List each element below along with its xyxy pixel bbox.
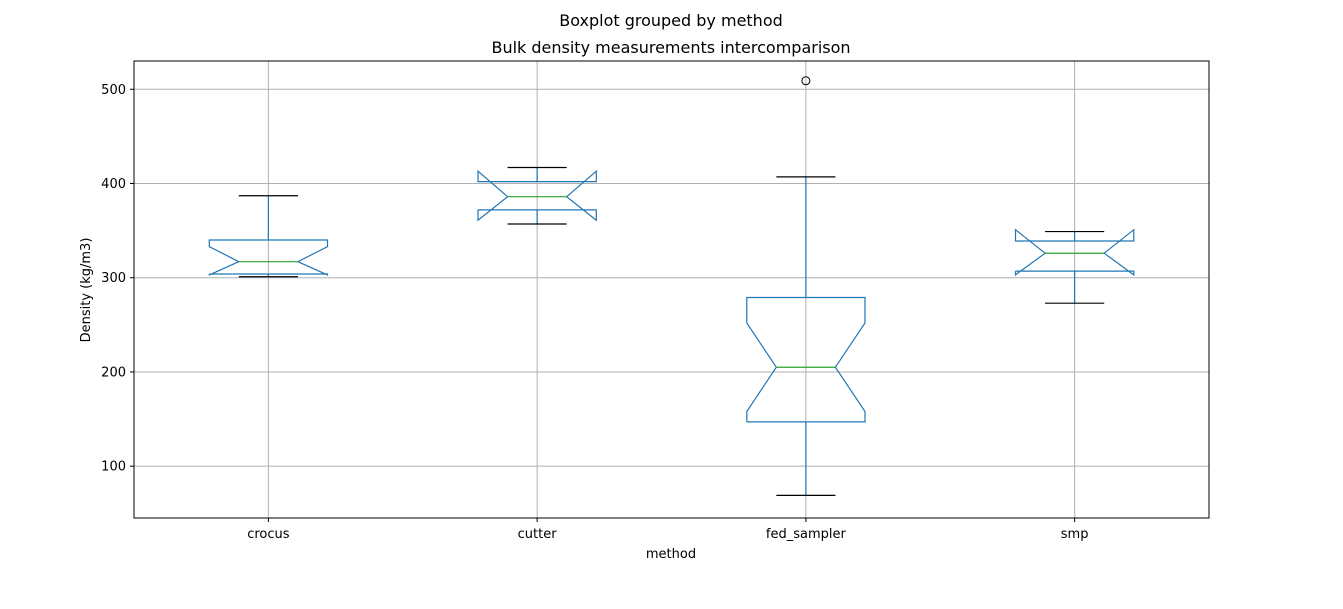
notched-box <box>746 296 866 423</box>
y-axis-label: Density (kg/m3) <box>79 238 94 343</box>
box-smp <box>1014 228 1135 304</box>
y-tick-label: 300 <box>101 271 126 286</box>
notched-box <box>477 169 597 222</box>
y-tick-label: 400 <box>101 177 126 192</box>
y-tick-label: 500 <box>101 83 126 98</box>
chart-suptitle: Boxplot grouped by method <box>559 11 783 30</box>
box-fed_sampler <box>746 76 866 496</box>
grid-lines <box>134 61 1209 518</box>
box-series <box>208 76 1135 496</box>
chart-title: Bulk density measurements intercompariso… <box>491 38 850 57</box>
y-tick-label: 100 <box>101 460 126 475</box>
notched-box <box>208 239 329 276</box>
x-axis-label: method <box>646 547 696 562</box>
notched-box <box>1014 228 1135 277</box>
y-axis-ticks: 100 200 300 400 500 <box>101 83 134 475</box>
y-tick-label: 200 <box>101 365 126 380</box>
x-axis-ticks: crocus cutter fed_sampler smp <box>247 518 1088 542</box>
x-tick-label: crocus <box>247 527 290 542</box>
x-tick-label: cutter <box>518 527 558 542</box>
box-cutter <box>477 166 597 225</box>
plot-area-frame <box>133 60 1210 519</box>
outlier-point <box>801 76 811 86</box>
x-tick-label: fed_sampler <box>766 527 847 542</box>
box-crocus <box>208 195 329 278</box>
x-tick-label: smp <box>1061 527 1089 542</box>
